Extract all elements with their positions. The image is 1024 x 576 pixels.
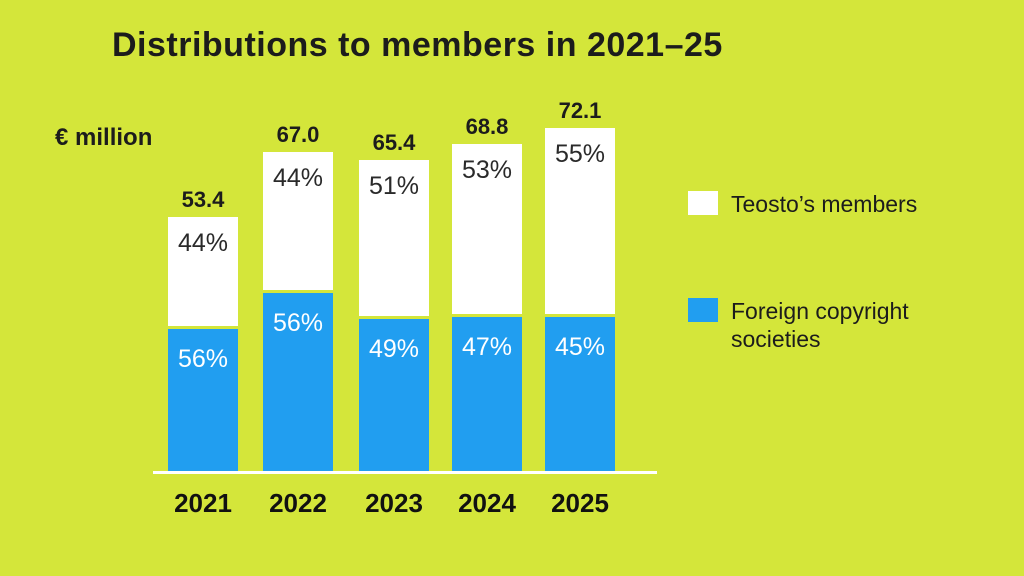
- x-axis-line: [153, 471, 657, 474]
- bar-total-label-2025: 72.1: [558, 98, 602, 123]
- segment-percent-label-foreign-2022: 56%: [272, 309, 324, 337]
- segment-percent-label-members-2024: 53%: [461, 156, 513, 184]
- bar-total-label-2023: 65.4: [372, 130, 416, 155]
- segment-percent-label-foreign-2024: 47%: [461, 333, 513, 361]
- segment-percent-label-foreign-2023: 49%: [368, 335, 420, 363]
- segment-percent-label-members-2023: 51%: [368, 172, 420, 200]
- x-axis-label-2023: 2023: [365, 488, 423, 518]
- bar-segment-foreign-2023: 49%: [359, 319, 429, 471]
- bar-segment-members-2024: 53%: [452, 144, 522, 314]
- legend-label-foreign: Foreign copyright societies: [731, 298, 909, 353]
- legend-label-members: Teosto’s members: [731, 191, 918, 217]
- x-axis-label-2024: 2024: [458, 488, 516, 518]
- bar-total-label-2024: 68.8: [465, 114, 509, 139]
- x-axis-label-2025: 2025: [551, 488, 609, 518]
- bar-total-label-2021: 53.4: [181, 187, 225, 212]
- segment-percent-label-members-2025: 55%: [554, 140, 606, 168]
- legend-item-foreign: Foreign copyright societies: [688, 297, 946, 353]
- legend-item-members: Teosto’s members: [688, 190, 917, 218]
- segment-percent-label-foreign-2021: 56%: [177, 345, 229, 373]
- y-axis-unit-label: € million: [55, 124, 153, 151]
- x-axis-label-2021: 2021: [174, 488, 232, 518]
- legend-swatch-members: [688, 191, 718, 215]
- segment-percent-label-members-2021: 44%: [177, 229, 229, 257]
- chart-title: Distributions to members in 2021–25: [112, 26, 723, 64]
- bar-segment-foreign-2025: 45%: [545, 317, 615, 471]
- segment-percent-label-members-2022: 44%: [272, 164, 324, 192]
- bar-segment-foreign-2021: 56%: [168, 329, 238, 471]
- bar-segment-members-2023: 51%: [359, 160, 429, 316]
- bar-segment-foreign-2022: 56%: [263, 293, 333, 471]
- legend-swatch-foreign: [688, 298, 718, 322]
- bar-segment-members-2022: 44%: [263, 152, 333, 290]
- bar-segment-foreign-2024: 47%: [452, 317, 522, 471]
- segment-percent-label-foreign-2025: 45%: [554, 333, 606, 361]
- bar-total-label-2022: 67.0: [276, 122, 320, 147]
- bar-segment-members-2021: 44%: [168, 217, 238, 326]
- bar-segment-members-2025: 55%: [545, 128, 615, 314]
- x-axis-label-2022: 2022: [269, 488, 327, 518]
